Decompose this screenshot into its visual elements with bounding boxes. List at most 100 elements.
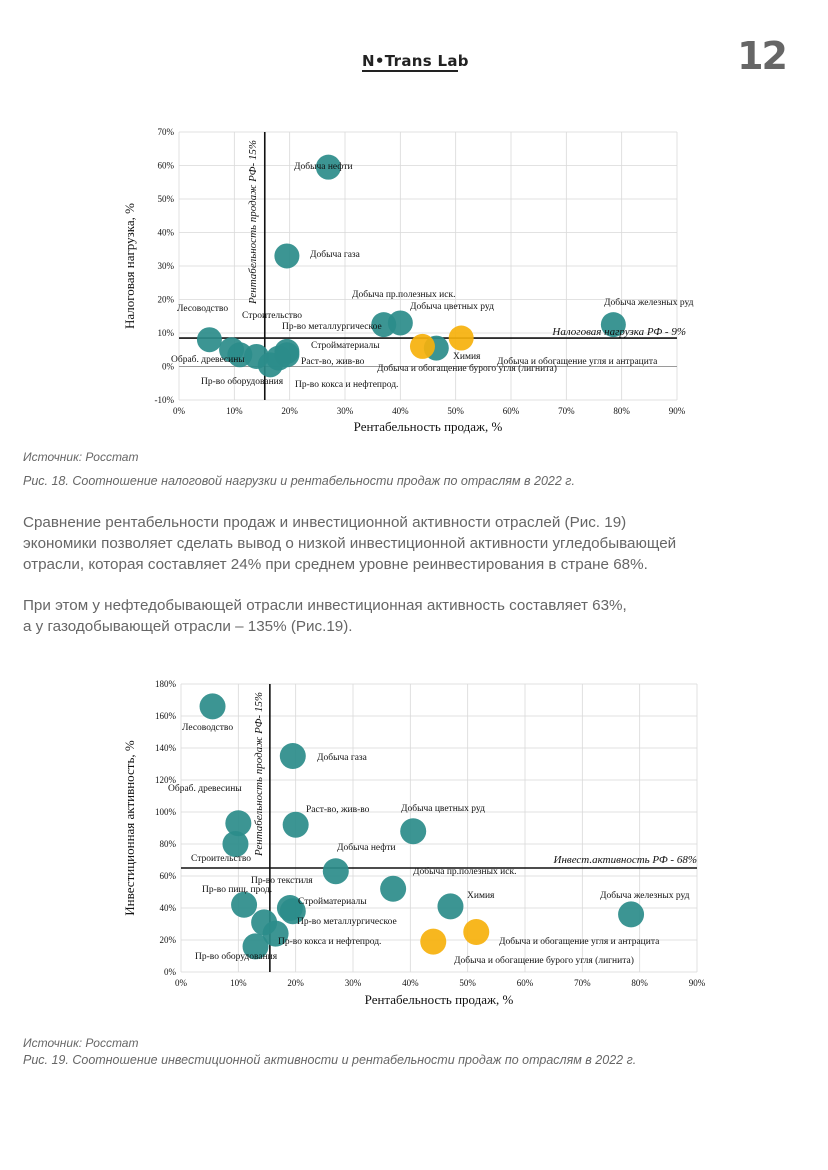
y-tick-label: 180% [155, 679, 177, 689]
data-point-label: Раст-во, жив-во [301, 357, 365, 367]
data-point [196, 327, 222, 353]
reference-line-vertical-label: Рентабельность продаж РФ- 15% [253, 692, 265, 857]
y-tick-label: 10% [158, 328, 175, 338]
y-tick-label: 60% [158, 161, 175, 171]
y-tick-label: 120% [155, 775, 177, 785]
data-point-label: Строительство [242, 311, 302, 321]
data-point-label: Пр-во металлургическое [297, 917, 397, 927]
data-point [279, 898, 306, 925]
y-tick-label: 0% [164, 967, 177, 977]
data-point [409, 333, 435, 359]
y-tick-label: 100% [155, 807, 177, 817]
data-point-label: Пр-во текстиля [251, 876, 313, 886]
y-tick-label: 20% [158, 295, 175, 305]
y-tick-label: 80% [160, 839, 177, 849]
data-point-label: Пр-во оборудования [201, 376, 284, 387]
x-tick-label: 30% [337, 406, 354, 416]
y-tick-label: -10% [155, 395, 175, 405]
data-point [274, 243, 300, 269]
data-point-label: Строительство [191, 854, 251, 864]
investment-activity-scatter-chart: 0% 10% 20% 30% 40% 50% 60% 70% 80% 90% 0% 20% 40% 60%… [122, 679, 706, 1007]
data-point-label: Пр-во кокса и нефтепрод. [278, 936, 381, 947]
paragraph-2-line-2: а у газодобывающей отрасли – 135% (Рис.1… [23, 618, 353, 635]
reference-line-horizontal-label: Налоговая нагрузка РФ - 9% [551, 326, 686, 338]
data-point-label: Добыча и обогащение бурого угля (лигнита… [454, 955, 634, 966]
data-point [262, 920, 289, 947]
brand-logo: N•Trans Lab [362, 52, 469, 70]
x-tick-label: 20% [281, 406, 298, 416]
data-point-label: Раст-во, жив-во [306, 805, 370, 815]
y-axis-title: Инвестиционная активность, % [122, 740, 137, 916]
data-point-label: Лесоводство [182, 723, 233, 733]
y-tick-label: 40% [158, 228, 175, 238]
paragraph-1-line-2: экономики позволяет сделать вывод о низк… [23, 535, 677, 552]
data-point [222, 831, 249, 857]
data-point-label: Стройматериалы [298, 896, 367, 907]
y-tick-label: 160% [155, 711, 177, 721]
data-point-label: Добыча пр.полезных иск. [352, 289, 455, 300]
x-tick-label: 80% [631, 978, 648, 988]
y-tick-label: 0% [162, 362, 175, 372]
logo-underline [362, 70, 458, 72]
data-point [279, 743, 306, 769]
x-tick-label: 50% [459, 978, 476, 988]
data-point-label: Добыча и обогащение угля и антрацита [499, 936, 660, 947]
data-point-label: Обраб. древесины [168, 783, 242, 794]
data-point-label: Пр-во кокса и нефтепрод. [295, 379, 398, 390]
data-point-label: Пр-во пищ. прод. [202, 885, 272, 895]
data-point [380, 875, 407, 902]
reference-line-vertical-label: Рентабельность продаж РФ- 15% [247, 140, 259, 305]
x-tick-label: 40% [392, 406, 409, 416]
y-tick-label: 30% [158, 261, 175, 271]
data-point-label: Добыча железных руд [604, 297, 694, 308]
data-point-label: Добыча нефти [294, 161, 353, 172]
source-note-2: Источник: Росстат [23, 1036, 139, 1050]
data-point [448, 325, 474, 351]
x-tick-label: 40% [402, 978, 419, 988]
x-tick-label: 70% [558, 406, 575, 416]
data-point-label: Добыча газа [310, 249, 361, 260]
x-tick-label: 90% [689, 978, 706, 988]
data-point [225, 810, 252, 837]
x-tick-label: 30% [345, 978, 362, 988]
paragraph-2-line-1: При этом у нефтедобывающей отрасли инвес… [23, 597, 627, 614]
y-tick-label: 50% [158, 194, 175, 204]
data-point [257, 352, 283, 378]
data-point-label: Химия [453, 352, 481, 362]
data-point [400, 818, 427, 845]
data-point-label: Добыча газа [317, 752, 368, 763]
data-point-label: Пр-во металлургическое [282, 322, 382, 332]
data-point [322, 858, 349, 885]
x-tick-label: 60% [503, 406, 520, 416]
data-point-label: Химия [467, 891, 495, 901]
data-point [437, 893, 464, 920]
data-point [199, 693, 226, 720]
data-point [315, 154, 341, 180]
data-point-label: Стройматериалы [311, 340, 380, 351]
y-axis-title: Налоговая нагрузка, % [122, 203, 137, 329]
x-tick-label: 0% [173, 406, 186, 416]
x-tick-label: 90% [669, 406, 686, 416]
x-tick-label: 10% [230, 978, 247, 988]
data-point-label: Добыча и обогащение бурого угля (лигнита… [377, 363, 557, 374]
x-tick-label: 70% [574, 978, 591, 988]
data-point [242, 933, 269, 960]
y-tick-label: 140% [155, 743, 177, 753]
x-tick-label: 10% [226, 406, 243, 416]
data-point-label: Добыча пр.полезных иск. [413, 866, 516, 877]
data-point [282, 811, 309, 838]
data-point [420, 928, 447, 955]
x-tick-label: 60% [517, 978, 534, 988]
figure-caption-18: Рис. 18. Соотношение налоговой нагрузки … [23, 474, 575, 488]
data-point-label: Добыча железных руд [600, 890, 690, 901]
y-tick-label: 20% [160, 935, 177, 945]
x-tick-label: 50% [447, 406, 464, 416]
data-point [231, 891, 258, 918]
data-point [463, 919, 490, 945]
data-point-label: Пр-во оборудования [195, 951, 278, 962]
x-tick-label: 0% [175, 978, 188, 988]
data-point-label: Лесоводство [177, 304, 228, 314]
y-tick-label: 70% [158, 127, 175, 137]
data-point-label: Обраб. древесины [171, 354, 245, 365]
y-tick-label: 60% [160, 871, 177, 881]
